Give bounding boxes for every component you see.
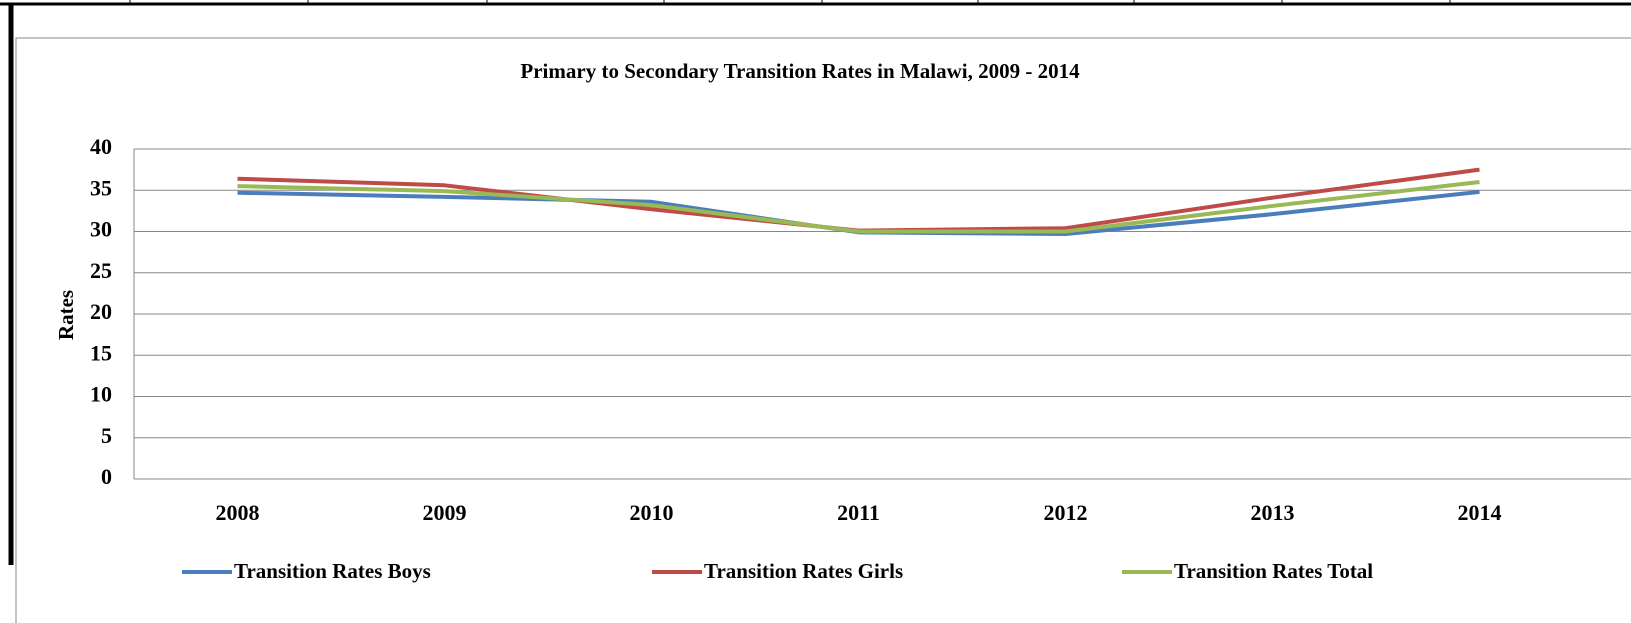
chart-frame <box>15 37 1631 623</box>
y-axis-label: Rates <box>54 290 78 340</box>
x-tick-label: 2014 <box>1458 500 1502 525</box>
legend-label: Transition Rates Boys <box>234 559 431 583</box>
y-tick-label: 15 <box>90 340 112 365</box>
y-tick-label: 40 <box>90 134 112 159</box>
x-tick-label: 2010 <box>630 500 674 525</box>
y-tick-label: 0 <box>101 464 112 489</box>
y-tick-label: 5 <box>101 423 112 448</box>
chart-title: Primary to Secondary Transition Rates in… <box>520 59 1080 83</box>
y-tick-label: 20 <box>90 299 112 324</box>
legend-label: Transition Rates Girls <box>704 559 903 583</box>
x-tick-label: 2012 <box>1044 500 1088 525</box>
x-tick-label: 2011 <box>837 500 880 525</box>
line-series <box>237 189 1480 236</box>
y-tick-label: 10 <box>90 382 112 407</box>
line-series <box>237 167 1480 233</box>
table-border <box>0 0 1631 565</box>
legend-label: Transition Rates Total <box>1174 559 1373 583</box>
line-series <box>237 180 1480 234</box>
x-tick-label: 2008 <box>216 500 260 525</box>
y-tick-label: 30 <box>90 217 112 242</box>
x-tick-label: 2013 <box>1251 500 1295 525</box>
x-tick-label: 2009 <box>423 500 467 525</box>
y-tick-label: 35 <box>90 175 112 200</box>
y-tick-label: 25 <box>90 258 112 283</box>
